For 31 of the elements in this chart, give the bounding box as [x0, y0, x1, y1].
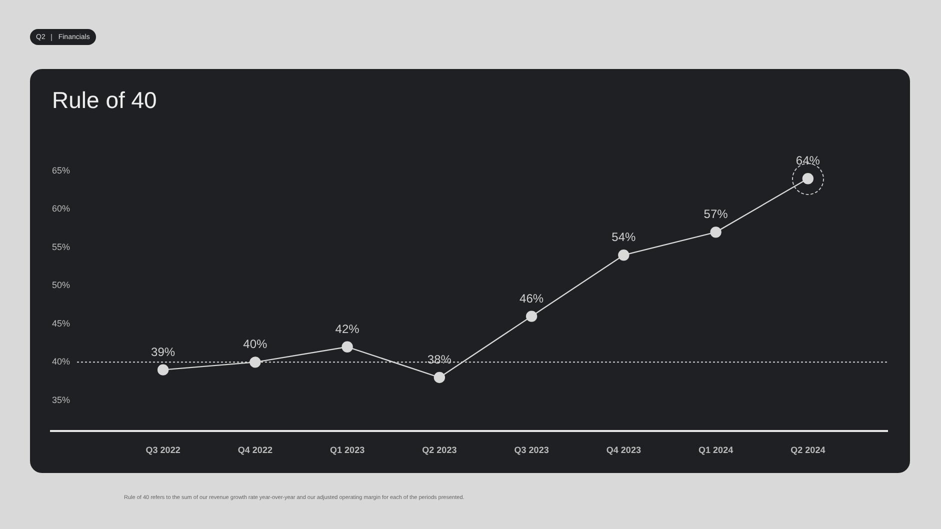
point	[250, 356, 261, 368]
point	[526, 310, 538, 322]
x-tick-label: Q1 2024	[698, 444, 734, 455]
x-tick-label: Q3 2023	[514, 444, 549, 455]
data-label: 42%	[335, 322, 360, 336]
data-label: 39%	[151, 344, 176, 359]
y-tick-label: 55%	[52, 242, 70, 252]
point	[342, 341, 353, 352]
y-tick-label: 50%	[52, 280, 70, 290]
point	[434, 372, 446, 384]
data-label: 57%	[704, 207, 728, 222]
y-tick-label: 60%	[52, 204, 70, 214]
x-tick-label: Q2 2023	[422, 444, 457, 455]
y-tick-label: 45%	[52, 318, 70, 328]
y-tick-label: 35%	[52, 394, 70, 405]
data-label: 64%	[796, 154, 820, 168]
point	[618, 250, 630, 261]
x-tick-label: Q3 2022	[146, 444, 180, 455]
y-tick-label: 40%	[52, 356, 70, 367]
data-label: 38%	[427, 352, 452, 366]
point	[157, 364, 169, 376]
x-tick-label: Q4 2022	[238, 444, 272, 455]
x-tick-label: Q1 2023	[330, 444, 365, 455]
x-tick-label: Q2 2024	[790, 444, 826, 455]
data-label: 40%	[243, 337, 268, 352]
x-tick-label: Q4 2023	[606, 444, 641, 455]
point	[710, 226, 722, 238]
data-label: 54%	[612, 230, 636, 244]
y-tick-label: 65%	[52, 165, 70, 176]
chart-title: Rule of 40	[52, 87, 157, 114]
data-label: 46%	[520, 291, 544, 306]
